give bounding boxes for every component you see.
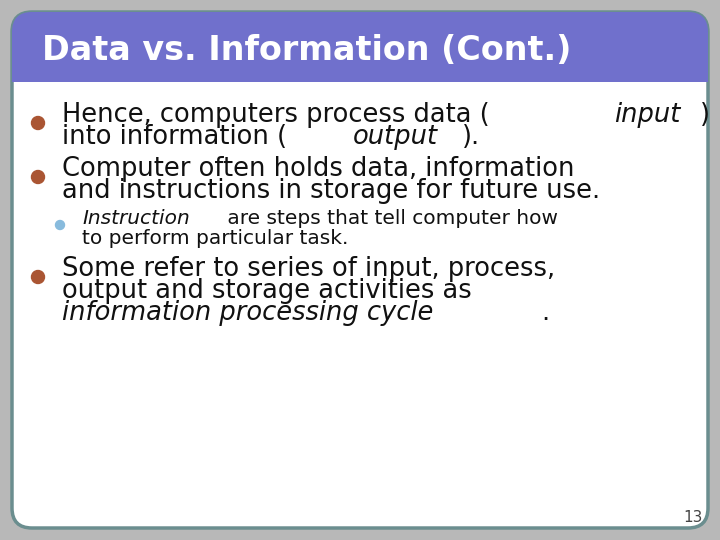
Text: output and storage activities as: output and storage activities as xyxy=(62,278,472,304)
Text: information processing cycle: information processing cycle xyxy=(62,300,433,326)
FancyBboxPatch shape xyxy=(12,12,708,82)
Text: output: output xyxy=(353,124,438,150)
Text: Some refer to series of input, process,: Some refer to series of input, process, xyxy=(62,256,555,282)
Text: Computer often holds data, information: Computer often holds data, information xyxy=(62,156,575,182)
Circle shape xyxy=(32,171,45,184)
Bar xyxy=(12,57,708,82)
FancyBboxPatch shape xyxy=(12,12,708,528)
Text: are steps that tell computer how: are steps that tell computer how xyxy=(221,209,558,228)
Text: to perform particular task.: to perform particular task. xyxy=(82,229,348,248)
Text: into information (: into information ( xyxy=(62,124,287,150)
Text: Data vs. Information (Cont.): Data vs. Information (Cont.) xyxy=(42,33,572,66)
Text: Hence, computers process data (: Hence, computers process data ( xyxy=(62,102,490,128)
Text: ).: ). xyxy=(462,124,480,150)
Text: input: input xyxy=(614,102,680,128)
Circle shape xyxy=(55,220,65,230)
Text: and instructions in storage for future use.: and instructions in storage for future u… xyxy=(62,178,600,204)
Text: .: . xyxy=(541,300,549,326)
Text: Instruction: Instruction xyxy=(82,209,190,228)
Text: 13: 13 xyxy=(683,510,703,525)
Text: ): ) xyxy=(700,102,710,128)
Circle shape xyxy=(32,271,45,284)
Circle shape xyxy=(32,117,45,130)
